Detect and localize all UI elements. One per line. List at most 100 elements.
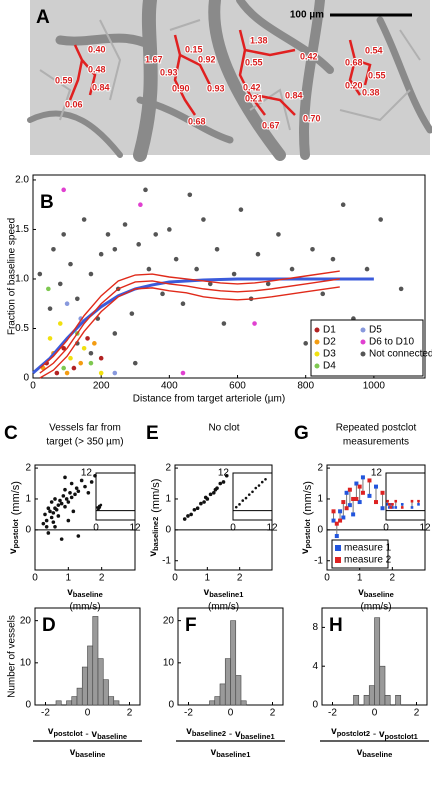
data-point bbox=[394, 499, 398, 503]
data-point bbox=[160, 291, 165, 297]
data-point bbox=[241, 499, 245, 502]
data-point bbox=[53, 524, 57, 529]
data-point bbox=[138, 202, 143, 208]
data-point bbox=[44, 524, 49, 529]
histogram-bar bbox=[209, 700, 216, 706]
y-tick-label: 1 bbox=[25, 494, 31, 505]
label-part: - bbox=[83, 729, 92, 740]
vessel-speed-label: 0.06 bbox=[65, 99, 83, 109]
panel-label: G bbox=[294, 423, 309, 444]
legend-frame bbox=[331, 539, 389, 569]
data-point bbox=[213, 487, 218, 492]
data-point bbox=[334, 521, 339, 526]
data-point bbox=[257, 484, 261, 487]
y-tick-label: 0 bbox=[165, 524, 171, 535]
label-subscript: baseline bbox=[362, 750, 392, 759]
data-point bbox=[57, 321, 63, 326]
data-point bbox=[354, 481, 359, 486]
data-point bbox=[182, 517, 187, 521]
x-tick-label: 0 bbox=[383, 523, 389, 534]
data-point bbox=[387, 503, 391, 506]
data-point bbox=[389, 503, 393, 506]
y-tick-label: 1 bbox=[317, 494, 323, 505]
data-point bbox=[214, 246, 220, 252]
vessels bbox=[27, 0, 432, 162]
data-point bbox=[83, 484, 87, 489]
legend-label: measure 1 bbox=[344, 543, 392, 554]
vessel-speed-label: 0.92 bbox=[198, 54, 216, 64]
data-point bbox=[64, 370, 70, 376]
label-part: v bbox=[186, 726, 192, 737]
data-point bbox=[51, 246, 56, 252]
data-point bbox=[189, 512, 193, 517]
axis-unit: (mm/s) bbox=[302, 481, 314, 515]
histogram-bar bbox=[87, 645, 94, 706]
legend-marker bbox=[314, 351, 320, 357]
data-point bbox=[357, 484, 362, 489]
data-point bbox=[98, 370, 104, 376]
data-point bbox=[46, 506, 51, 511]
data-point bbox=[380, 490, 385, 495]
data-point bbox=[49, 515, 54, 520]
inset-frame bbox=[232, 472, 273, 521]
data-point bbox=[68, 355, 73, 361]
chart-title: No clot bbox=[208, 423, 239, 434]
legend-label: D4 bbox=[323, 361, 336, 372]
legend-marker bbox=[360, 339, 366, 345]
label-part: v bbox=[148, 550, 159, 556]
axis-label: vbaseline2 (mm/s) bbox=[148, 479, 162, 557]
data-point bbox=[69, 481, 74, 486]
trend-line bbox=[39, 286, 340, 379]
data-point bbox=[59, 537, 64, 541]
data-point bbox=[49, 500, 54, 504]
label-subscript: baseline1 bbox=[209, 590, 243, 599]
vessel-speed-label: 0.84 bbox=[92, 82, 110, 92]
data-point bbox=[47, 306, 53, 311]
x-tick-label: -2 bbox=[328, 708, 337, 719]
data-point bbox=[85, 336, 90, 341]
y-tick-label: 2 bbox=[25, 463, 31, 474]
data-point bbox=[53, 497, 57, 501]
data-point bbox=[338, 518, 343, 523]
axis-unit: (mm/s) bbox=[10, 481, 22, 515]
data-point bbox=[218, 481, 223, 486]
data-point bbox=[74, 486, 79, 490]
chart-title: Repeated postclot bbox=[336, 423, 417, 434]
x-tick-label: 1 bbox=[357, 573, 363, 584]
y-tick-label: 4 bbox=[312, 661, 318, 672]
data-point bbox=[59, 501, 64, 506]
data-point bbox=[73, 492, 77, 497]
data-point bbox=[208, 492, 213, 497]
x-tick-label: 0 bbox=[172, 573, 178, 584]
data-point bbox=[417, 503, 420, 506]
data-point bbox=[380, 506, 385, 511]
y-tick-label: 10 bbox=[20, 657, 32, 668]
data-point bbox=[54, 370, 60, 376]
data-point bbox=[391, 503, 394, 506]
y-tick-label: 20 bbox=[20, 615, 32, 626]
data-point bbox=[46, 286, 51, 292]
data-point bbox=[136, 242, 141, 247]
data-point bbox=[378, 217, 383, 222]
data-point bbox=[71, 365, 77, 371]
label-part: v bbox=[358, 587, 364, 598]
x-tick-label: 400 bbox=[161, 381, 178, 392]
x-tick-label: 2 bbox=[127, 708, 133, 719]
y-tick-label: 12 bbox=[218, 468, 230, 479]
histogram-bar bbox=[379, 665, 386, 706]
vessel-speed-label: 1.38 bbox=[250, 35, 268, 45]
y-tick-label: 0 bbox=[312, 700, 318, 711]
panel-label: A bbox=[36, 7, 50, 28]
y-tick-label: 10 bbox=[163, 657, 175, 668]
data-point bbox=[264, 477, 267, 481]
y-tick-label: 2.0 bbox=[15, 175, 29, 186]
vessel-speed-label: 0.90 bbox=[172, 83, 190, 93]
data-point bbox=[64, 497, 69, 501]
x-tick-label: 12 bbox=[266, 523, 278, 534]
panel-label: D bbox=[42, 615, 56, 636]
data-point bbox=[320, 291, 326, 297]
histogram-bar bbox=[353, 694, 360, 706]
vessel-speed-label: 0.55 bbox=[368, 70, 386, 80]
traced-vessels bbox=[68, 29, 372, 116]
